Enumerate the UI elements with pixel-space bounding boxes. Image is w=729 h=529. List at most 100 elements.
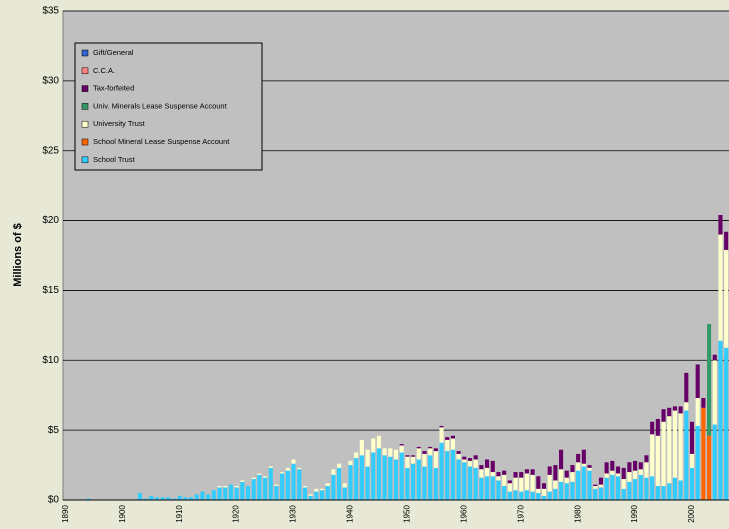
bar-segment bbox=[559, 449, 564, 470]
bar-segment bbox=[661, 421, 666, 487]
x-tick-label: 1940 bbox=[346, 505, 355, 523]
bar-segment bbox=[530, 474, 535, 492]
bar-segment bbox=[308, 495, 313, 500]
bar-segment bbox=[507, 480, 512, 484]
bar-segment bbox=[206, 494, 211, 500]
bar-segment bbox=[496, 480, 501, 500]
bar-segment bbox=[576, 470, 581, 500]
bar-segment bbox=[581, 449, 586, 464]
bar-segment bbox=[553, 480, 558, 489]
bar-segment bbox=[422, 453, 427, 467]
y-tick-label: $5 bbox=[48, 425, 60, 436]
bar-segment bbox=[536, 488, 541, 494]
y-tick-label: $15 bbox=[42, 285, 59, 296]
bar-segment bbox=[576, 462, 581, 471]
bar-segment bbox=[411, 456, 416, 464]
bar-segment bbox=[627, 481, 632, 500]
bar-segment bbox=[319, 490, 325, 500]
bar-segment bbox=[638, 474, 643, 500]
bar-segment bbox=[422, 466, 427, 500]
bar-segment bbox=[581, 466, 586, 500]
bar-segment bbox=[587, 465, 592, 468]
bar-segment bbox=[371, 452, 376, 500]
legend-swatch bbox=[81, 85, 89, 92]
bar-segment bbox=[405, 456, 410, 468]
bar-segment bbox=[308, 494, 313, 496]
x-tick-label: 1900 bbox=[118, 505, 127, 523]
bar-segment bbox=[667, 407, 672, 417]
bar-segment bbox=[456, 451, 461, 454]
bar-segment bbox=[712, 360, 717, 425]
bar-segment bbox=[701, 407, 706, 500]
legend: School Trust School Mineral Lease Suspens… bbox=[74, 42, 263, 171]
bar-segment bbox=[399, 444, 404, 446]
bar-segment bbox=[399, 452, 404, 500]
bar-segment bbox=[223, 486, 228, 488]
bar-segment bbox=[564, 470, 569, 478]
bar-segment bbox=[701, 398, 706, 408]
bar-segment bbox=[217, 486, 222, 488]
bar-segment bbox=[564, 477, 569, 484]
bar-segment bbox=[348, 460, 353, 466]
bar-segment bbox=[456, 453, 461, 460]
bar-segment bbox=[598, 477, 603, 485]
bar-segment bbox=[724, 231, 729, 250]
bar-segment bbox=[496, 472, 501, 477]
bar-segment bbox=[154, 497, 159, 500]
bar-segment bbox=[439, 427, 444, 443]
bar-segment bbox=[667, 416, 672, 484]
bar-segment bbox=[211, 490, 216, 500]
bar-segment bbox=[604, 473, 609, 478]
legend-label: Univ. Minerals Lease Suspense Account bbox=[93, 101, 228, 110]
bar-segment bbox=[337, 463, 342, 468]
bar-segment bbox=[456, 459, 461, 500]
bar-segment bbox=[348, 465, 353, 500]
bar-segment bbox=[86, 498, 91, 500]
bar-segment bbox=[365, 466, 370, 500]
bar-segment bbox=[183, 497, 188, 500]
bar-segment bbox=[672, 406, 677, 411]
bar-segment bbox=[496, 476, 501, 481]
bar-segment bbox=[473, 455, 478, 460]
bar-segment bbox=[502, 486, 507, 500]
bar-segment bbox=[416, 459, 421, 500]
bar-segment bbox=[684, 410, 689, 500]
bar-segment bbox=[473, 459, 478, 468]
legend-label: School Trust bbox=[93, 155, 136, 164]
bar-segment bbox=[718, 234, 723, 341]
bar-segment bbox=[621, 479, 626, 489]
bar-segment bbox=[559, 469, 564, 482]
x-tick-label: 1950 bbox=[402, 505, 411, 523]
legend-label: C.C.A. bbox=[93, 66, 115, 75]
bar-segment bbox=[724, 347, 729, 500]
bar-segment bbox=[593, 488, 598, 500]
legend-label: School Mineral Lease Suspense Account bbox=[93, 137, 230, 146]
bar-segment bbox=[485, 476, 490, 500]
bar-segment bbox=[445, 451, 450, 500]
bar-segment bbox=[530, 469, 535, 475]
bar-segment bbox=[342, 483, 347, 488]
bar-segment bbox=[598, 487, 603, 500]
x-tick-label: 1980 bbox=[573, 505, 582, 523]
bar-segment bbox=[479, 477, 484, 500]
x-tick-label: 1920 bbox=[232, 505, 241, 523]
bar-segment bbox=[467, 466, 473, 500]
bar-segment bbox=[570, 481, 575, 500]
bar-segment bbox=[285, 467, 290, 471]
bar-segment bbox=[695, 364, 700, 399]
bar-segment bbox=[479, 469, 484, 478]
bar-segment bbox=[280, 473, 285, 500]
bar-segment bbox=[223, 487, 228, 500]
bar-segment bbox=[593, 486, 598, 489]
bar-segment bbox=[325, 483, 330, 487]
bar-segment bbox=[291, 459, 296, 464]
legend-swatch bbox=[81, 49, 89, 57]
bar-segment bbox=[638, 469, 643, 475]
legend-swatch bbox=[81, 103, 89, 110]
bar-segment bbox=[325, 486, 330, 500]
bar-segment bbox=[513, 477, 518, 491]
bar-segment bbox=[627, 462, 632, 473]
bar-segment bbox=[342, 487, 347, 500]
bar-segment bbox=[644, 477, 649, 500]
bar-segment bbox=[655, 418, 660, 436]
